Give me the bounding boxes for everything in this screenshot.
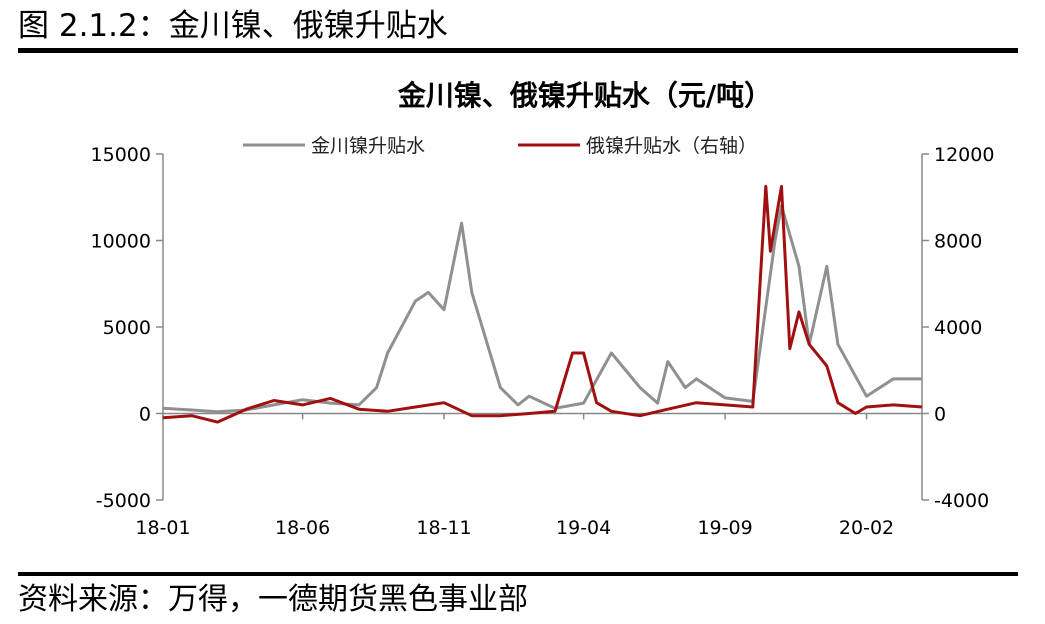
right-series-line: [162, 184, 923, 424]
right-axis-tick-label: 12000: [934, 144, 994, 166]
x-axis-tick-label: 19-09: [697, 517, 752, 539]
right-axis-tick-label: -4000: [934, 490, 989, 512]
legend: 金川镍升贴水 俄镍升贴水（右轴）: [243, 135, 757, 157]
right-axis-tick-label: 8000: [934, 231, 982, 253]
left-series-line: [162, 204, 922, 414]
right-axis-tick-label: 4000: [934, 317, 982, 339]
top-rule: [18, 48, 1018, 53]
x-axis-tick-label: 18-11: [416, 517, 471, 539]
x-axis-tick-label: 18-06: [275, 517, 330, 539]
series-lines: [162, 184, 923, 424]
legend-label: 金川镍升贴水: [311, 135, 425, 157]
source-note: 资料来源：万得，一德期货黑色事业部: [18, 582, 528, 617]
x-axis-tick-label: 20-02: [839, 517, 894, 539]
left-axis-tick-label: 15000: [91, 144, 151, 166]
left-axis-tick-label: 5000: [103, 317, 151, 339]
legend-label: 俄镍升贴水（右轴）: [586, 135, 757, 157]
axes: -5000 0 5000 10000 15000 -4000 0 4000 8000 12000 1…: [91, 144, 995, 539]
x-axis-tick-label: 18-01: [135, 517, 190, 539]
bottom-rule: [18, 572, 1018, 576]
left-axis-tick-label: 10000: [91, 231, 151, 253]
right-axis-tick-label: 0: [934, 404, 946, 426]
left-axis-tick-label: -5000: [96, 490, 151, 512]
x-axis-tick-label: 19-04: [556, 517, 611, 539]
figure-caption: 图 2.1.2：金川镍、俄镍升贴水: [18, 8, 448, 44]
chart-title: 金川镍、俄镍升贴水（元/吨）: [397, 79, 772, 112]
left-axis-tick-label: 0: [139, 404, 151, 426]
